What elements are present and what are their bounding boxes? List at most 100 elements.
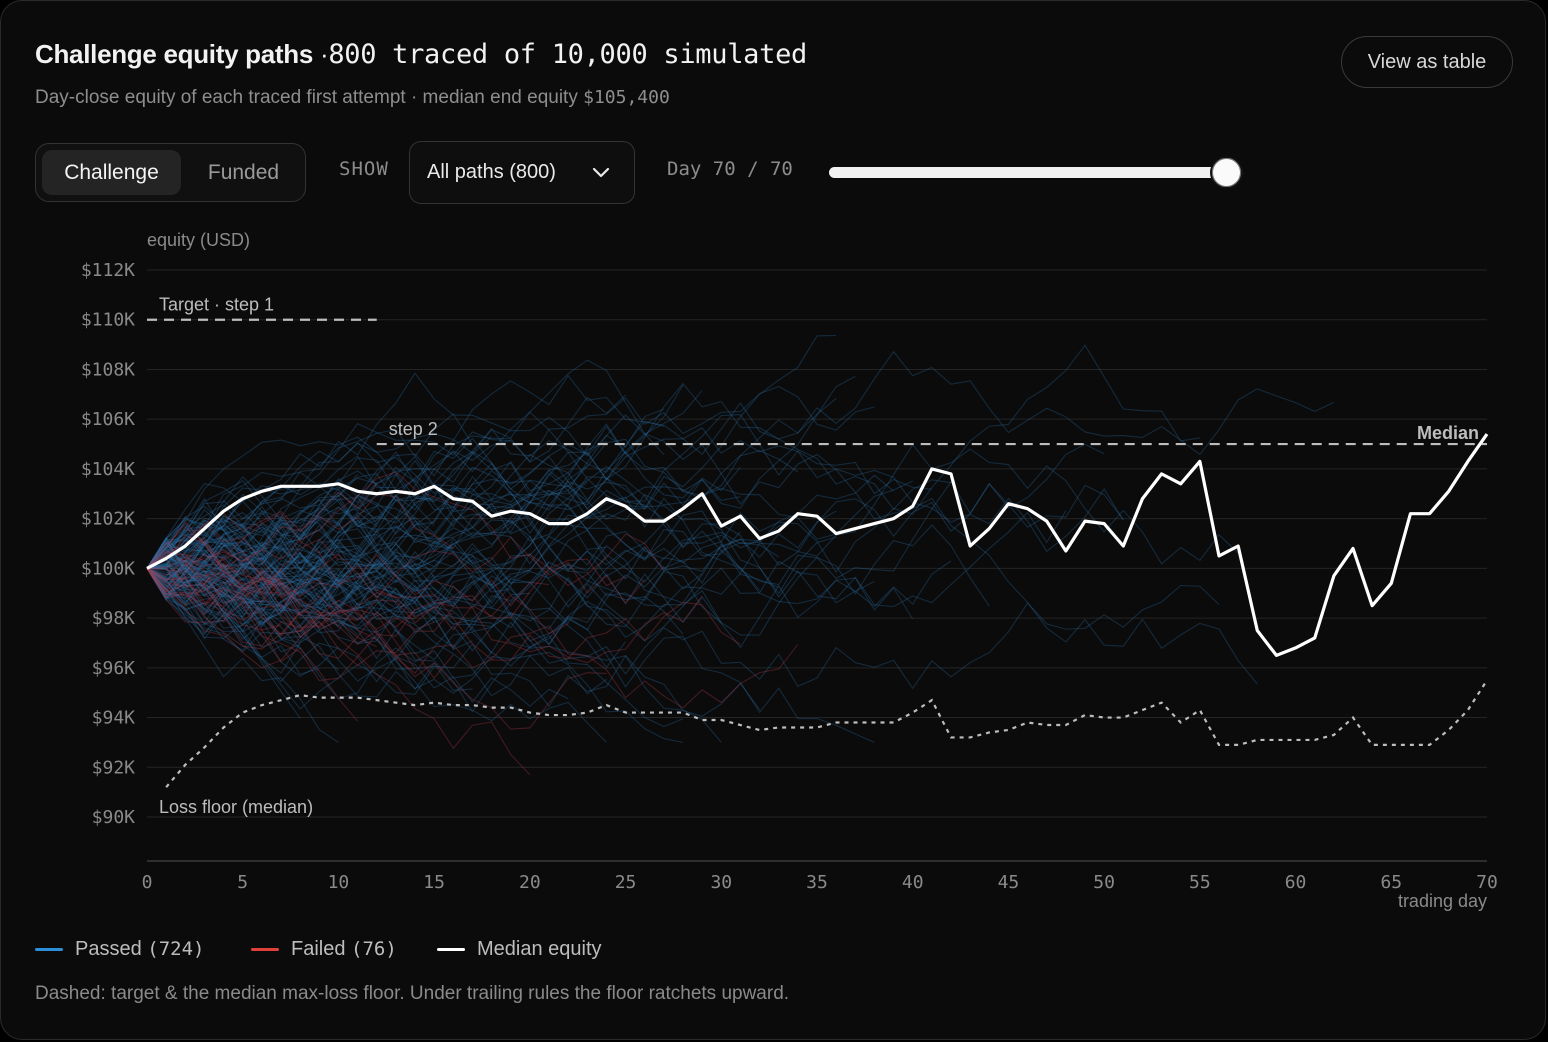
traced-path [146,562,454,682]
traced-path [146,555,1220,690]
traced-path [146,420,665,569]
paths-select[interactable]: All paths (800) [409,141,635,204]
view-as-table-button[interactable]: View as table [1341,36,1513,88]
legend-failed: Failed (76) [251,938,397,961]
traced-path [146,548,435,613]
traced-path [146,494,435,592]
traced-path [146,563,569,708]
traced-path [146,435,492,628]
median-equity-line [146,433,1489,657]
traced-path [146,511,378,569]
traced-path [146,567,282,631]
traced-path [146,350,1335,597]
traced-path [146,529,780,682]
subtitle-text: Day-close equity of each traced first at… [35,87,578,108]
traced-path [146,520,301,605]
traced-path [146,562,761,717]
traced-path [146,522,665,643]
traced-path [146,555,530,645]
tab-challenge[interactable]: Challenge [42,150,181,195]
traced-path [146,440,607,577]
traced-path [146,567,454,634]
x-tick-label: 60 [1285,872,1307,893]
traced-path [146,526,626,621]
day-label: Day 70 / 70 [667,158,793,180]
traced-path [146,524,320,575]
target-step1-label: Target · step 1 [159,295,274,315]
traced-path [146,488,1124,655]
day-slider-track[interactable] [829,167,1243,178]
traced-path [146,567,703,666]
traced-path [146,568,301,653]
y-tick-label: $102K [81,509,135,530]
subtitle-median-value: $105,400 [583,87,670,108]
traced-path [146,443,1239,636]
median-label: Median [1417,423,1479,443]
traced-path [146,508,320,569]
traced-path [146,480,913,624]
equity-chart: Target · step 1 step 2 Loss floor (median… [81,230,1498,911]
legend-failed-label: Failed [291,938,346,960]
traced-path [146,465,588,648]
traced-path [146,567,531,661]
traced-path [146,557,607,730]
traced-path [146,550,550,627]
traced-path [146,563,358,628]
traced-path [146,534,378,615]
traced-path [146,496,531,623]
traced-path [146,567,607,743]
y-axis-label: equity (USD) [147,230,250,250]
traced-path [146,568,416,653]
x-tick-label: 40 [902,872,924,893]
y-tick-label: $92K [92,757,136,778]
traced-path [146,518,684,649]
traced-path [146,537,722,632]
traced-path [146,536,646,610]
traced-path [146,568,339,671]
traced-path [146,334,837,586]
y-tick-label: $94K [92,708,136,729]
x-tick-label: 10 [328,872,350,893]
y-tick-label: $104K [81,459,135,480]
traced-path [146,553,530,620]
traced-path [146,522,627,669]
traced-path [146,496,378,576]
traced-path [146,390,703,593]
x-tick-label: 15 [423,872,445,893]
traced-path [146,535,952,649]
day-slider-thumb[interactable] [1210,156,1243,189]
traced-path [146,567,531,776]
traced-path [146,402,952,570]
chart-title: Challenge equity paths ·800 traced of 10… [35,39,807,70]
chart-title-text: Challenge equity paths [35,39,314,69]
x-tick-label: 20 [519,872,541,893]
traced-path [146,568,684,743]
traced-path [146,567,435,710]
traced-path [146,488,320,592]
traced-path [146,565,493,654]
x-axis-label: trading day [1398,891,1487,911]
traced-path [146,414,932,571]
traced-path [146,515,703,646]
x-tick-label: 0 [142,872,153,893]
traced-path [146,398,837,617]
traced-path [146,451,607,578]
traced-path [146,526,454,614]
traced-path [146,536,301,644]
traced-path [146,523,339,582]
traced-path [146,541,607,630]
traced-path [146,522,435,590]
traced-path [146,567,301,649]
traced-path [146,496,914,620]
traced-path [146,567,416,669]
traced-path [146,541,339,590]
reference-lines: Target · step 1 step 2 [147,295,1487,446]
traced-path [146,477,358,586]
traced-path [146,473,397,599]
traced-path [146,481,588,613]
legend-passed-count: (724) [147,938,205,960]
traced-paths [146,334,1335,776]
traced-path [146,526,473,651]
tab-funded[interactable]: Funded [207,161,280,184]
traced-path [146,385,875,569]
